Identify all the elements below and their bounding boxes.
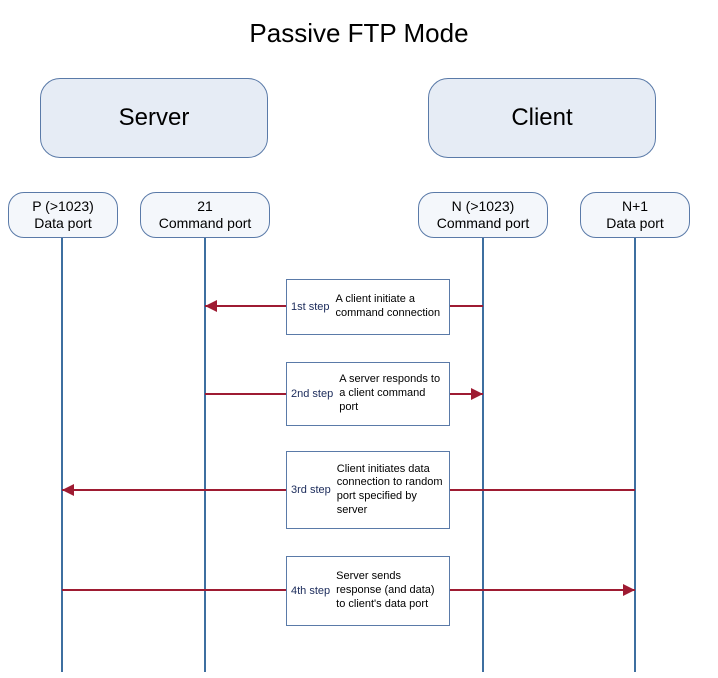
message-arrow (205, 305, 286, 307)
port-label-line1: P (>1023) (32, 198, 94, 215)
port-client-data: N+1 Data port (580, 192, 690, 238)
arrow-head-left-icon (205, 300, 217, 312)
diagram-title: Passive FTP Mode (0, 18, 718, 49)
port-label-line1: 21 (197, 198, 213, 215)
step-label: 3rd step (291, 484, 337, 496)
step-description: Client initiates data connection to rand… (337, 463, 445, 518)
lifeline-server-data (61, 238, 63, 672)
step-box: 1st stepA client initiate a command conn… (286, 279, 450, 335)
step-box: 2nd stepA server responds to a client co… (286, 362, 450, 426)
message-arrow (450, 489, 635, 491)
step-box: 3rd stepClient initiates data connection… (286, 451, 450, 529)
message-arrow (205, 393, 286, 395)
port-label-line2: Command port (159, 215, 252, 232)
message-arrow (62, 489, 286, 491)
port-server-command: 21 Command port (140, 192, 270, 238)
step-label: 1st step (291, 301, 336, 313)
actor-client: Client (428, 78, 656, 158)
lifeline-client-command (482, 238, 484, 672)
port-label-line1: N+1 (622, 198, 648, 215)
lifeline-client-data (634, 238, 636, 672)
actor-server: Server (40, 78, 268, 158)
port-label-line2: Command port (437, 215, 530, 232)
port-server-data: P (>1023) Data port (8, 192, 118, 238)
diagram-canvas: Passive FTP Mode Server Client P (>1023)… (0, 0, 718, 678)
step-box: 4th stepServer sends response (and data)… (286, 556, 450, 626)
arrow-head-left-icon (62, 484, 74, 496)
port-label-line2: Data port (606, 215, 664, 232)
step-label: 2nd step (291, 388, 339, 400)
step-label: 4th step (291, 585, 336, 597)
port-label-line1: N (>1023) (452, 198, 515, 215)
port-label-line2: Data port (34, 215, 92, 232)
step-description: A server responds to a client command po… (339, 373, 445, 414)
arrow-head-right-icon (623, 584, 635, 596)
message-arrow (62, 589, 286, 591)
port-client-command: N (>1023) Command port (418, 192, 548, 238)
step-description: Server sends response (and data) to clie… (336, 570, 445, 611)
arrow-head-right-icon (471, 388, 483, 400)
message-arrow (450, 589, 635, 591)
step-description: A client initiate a command connection (336, 293, 445, 321)
message-arrow (450, 305, 483, 307)
